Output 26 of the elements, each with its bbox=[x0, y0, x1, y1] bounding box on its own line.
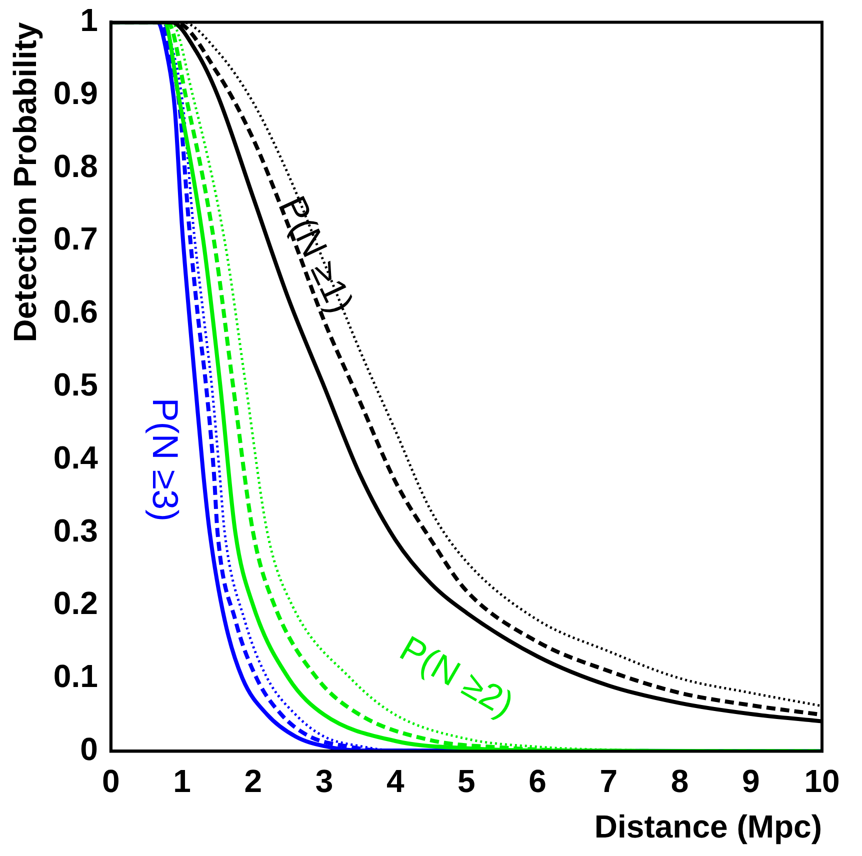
x-axis-title: Distance (Mpc) bbox=[594, 808, 822, 845]
annotation: P(N ≥3) bbox=[144, 398, 186, 522]
x-tick-label: 6 bbox=[528, 763, 546, 800]
y-tick-label: 0.9 bbox=[53, 74, 98, 111]
y-tick-label: 0.7 bbox=[53, 220, 98, 257]
x-tick-label: 9 bbox=[742, 763, 760, 800]
y-axis-title: Detection Probability bbox=[7, 22, 44, 342]
y-tick-label: 0.4 bbox=[53, 439, 98, 476]
y-tick-label: 0.8 bbox=[53, 148, 98, 184]
y-tick-label: 0.6 bbox=[53, 294, 98, 330]
x-tick-label: 1 bbox=[173, 763, 191, 800]
annotation: P(N ≥1) bbox=[272, 190, 362, 320]
x-tick-label: 8 bbox=[670, 763, 689, 800]
y-tick-label: 0.1 bbox=[53, 658, 98, 694]
x-tick-label: 7 bbox=[600, 763, 618, 800]
y-tick-label: 0.3 bbox=[53, 512, 98, 548]
x-tick-label: 3 bbox=[315, 763, 334, 800]
annotation: P(N ≥2) bbox=[393, 627, 521, 725]
x-tick-label: 2 bbox=[244, 763, 262, 800]
x-tick-label: 10 bbox=[804, 763, 840, 800]
x-tick-label: 5 bbox=[458, 763, 476, 800]
y-tick-label: 0.5 bbox=[53, 366, 98, 403]
y-tick-label: 1 bbox=[80, 2, 98, 38]
y-tick-label: 0 bbox=[80, 731, 98, 768]
x-tick-label: 4 bbox=[386, 763, 404, 800]
y-tick-label: 0.2 bbox=[53, 585, 98, 622]
